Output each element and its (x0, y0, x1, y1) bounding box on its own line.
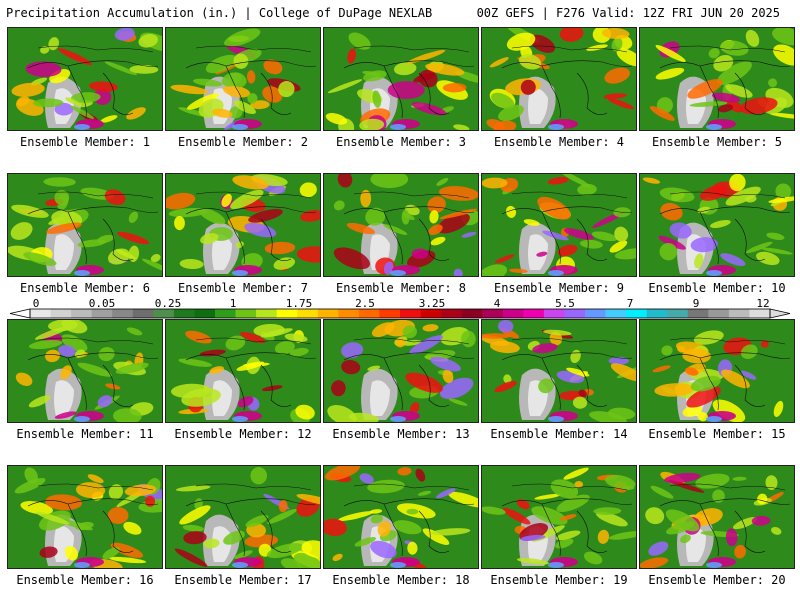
ensemble-member-label: Ensemble Member: 8 (335, 281, 467, 295)
ensemble-member-label: Ensemble Member: 16 (16, 573, 154, 587)
colorbar-swatch (276, 309, 298, 318)
colorbar-tick-label: 1.75 (285, 297, 313, 310)
ensemble-member-label: Ensemble Member: 13 (332, 427, 470, 441)
ensemble-member-label: Ensemble Member: 14 (490, 427, 628, 441)
colorbar-tick-label: 0.25 (154, 297, 182, 310)
ensemble-member-label: Ensemble Member: 18 (332, 573, 470, 587)
ensemble-member-label: Ensemble Member: 17 (174, 573, 312, 587)
ensemble-member-label: Ensemble Member: 12 (174, 427, 312, 441)
ensemble-map-panel (7, 465, 163, 569)
colorbar-swatch (50, 309, 72, 318)
ensemble-map-panel (7, 319, 163, 423)
colorbar-swatch (482, 309, 504, 318)
colorbar-tick-label: 1 (229, 297, 237, 310)
ensemble-member-label: Ensemble Member: 3 (335, 135, 467, 149)
colorbar-swatch (317, 309, 339, 318)
colorbar-right-arrow (769, 308, 791, 319)
colorbar-swatch (338, 309, 360, 318)
ensemble-member-label: Ensemble Member: 19 (490, 573, 628, 587)
ensemble-map-panel (639, 319, 795, 423)
colorbar-swatch (605, 309, 627, 318)
colorbar-swatch (420, 309, 442, 318)
colorbar-swatch (153, 309, 175, 318)
colorbar-swatch (728, 309, 750, 318)
ensemble-map-panel (481, 27, 637, 131)
ensemble-member-label: Ensemble Member: 11 (16, 427, 154, 441)
ensemble-member-label: Ensemble Member: 4 (493, 135, 625, 149)
ensemble-map-panel (7, 27, 163, 131)
ensemble-map-panel (639, 465, 795, 569)
colorbar-swatch (543, 309, 565, 318)
precipitation-colorbar (9, 308, 791, 319)
colorbar-outline (29, 308, 771, 319)
colorbar-swatch (215, 309, 236, 318)
ensemble-map-panel (165, 27, 321, 131)
ensemble-map-panel (323, 465, 479, 569)
ensemble-member-label: Ensemble Member: 15 (648, 427, 786, 441)
colorbar-tick-label: 0 (32, 297, 40, 310)
ensemble-map-panel (639, 27, 795, 131)
ensemble-map-panel (323, 27, 479, 131)
ensemble-member-label: Ensemble Member: 6 (19, 281, 151, 295)
colorbar-tick-label: 0.05 (88, 297, 116, 310)
colorbar-swatch (235, 309, 257, 318)
colorbar-tick-label: 9 (692, 297, 700, 310)
colorbar-tick-label: 12 (756, 297, 770, 310)
colorbar-swatch (708, 309, 730, 318)
ensemble-member-label: Ensemble Member: 2 (177, 135, 309, 149)
ensemble-map-panel (481, 173, 637, 277)
ensemble-map-panel (481, 465, 637, 569)
ensemble-map-panel (481, 319, 637, 423)
colorbar-swatch (358, 309, 380, 318)
ensemble-member-label: Ensemble Member: 10 (648, 281, 786, 295)
colorbar-swatch (132, 309, 154, 318)
colorbar-tick-label: 4 (493, 297, 501, 310)
colorbar-left-arrow (9, 308, 31, 319)
colorbar-swatch (461, 309, 483, 318)
colorbar-swatch (687, 309, 709, 318)
colorbar-tick-label: 2.5 (355, 297, 375, 310)
ensemble-map-panel (165, 173, 321, 277)
colorbar-swatch (667, 309, 689, 318)
ensemble-map-panel (639, 173, 795, 277)
colorbar-swatch (502, 309, 524, 318)
colorbar-swatch (646, 309, 668, 318)
colorbar-swatch (173, 309, 195, 318)
ensemble-map-panel (323, 173, 479, 277)
ensemble-member-label: Ensemble Member: 1 (19, 135, 151, 149)
colorbar-tick-label: 3.25 (418, 297, 446, 310)
colorbar-swatch (564, 309, 586, 318)
colorbar-swatch (297, 309, 319, 318)
ensemble-map-panel (323, 319, 479, 423)
colorbar-tick-label: 7 (626, 297, 634, 310)
colorbar-swatch (30, 309, 51, 318)
ensemble-map-panel (165, 465, 321, 569)
ensemble-member-label: Ensemble Member: 20 (648, 573, 786, 587)
colorbar-swatch (523, 309, 545, 318)
colorbar-swatch (749, 309, 771, 318)
colorbar-swatch (379, 309, 401, 318)
colorbar-swatch (256, 309, 277, 318)
ensemble-member-label: Ensemble Member: 5 (651, 135, 783, 149)
colorbar-tick-label: 5.5 (555, 297, 575, 310)
colorbar-swatch (194, 309, 216, 318)
map-title: Precipitation Accumulation (in.) | Colle… (6, 6, 433, 20)
model-run-info: 00Z GEFS | F276 Valid: 12Z FRI JUN 20 20… (476, 6, 780, 20)
colorbar-swatch (585, 309, 606, 318)
colorbar-swatch (71, 309, 92, 318)
ensemble-member-label: Ensemble Member: 9 (493, 281, 625, 295)
colorbar-swatch (400, 309, 421, 318)
ensemble-map-panel (165, 319, 321, 423)
colorbar-swatch (626, 309, 647, 318)
colorbar-swatch (91, 309, 113, 318)
ensemble-member-label: Ensemble Member: 7 (177, 281, 309, 295)
colorbar-swatch (112, 309, 134, 318)
colorbar-swatch (441, 309, 462, 318)
ensemble-map-panel (7, 173, 163, 277)
